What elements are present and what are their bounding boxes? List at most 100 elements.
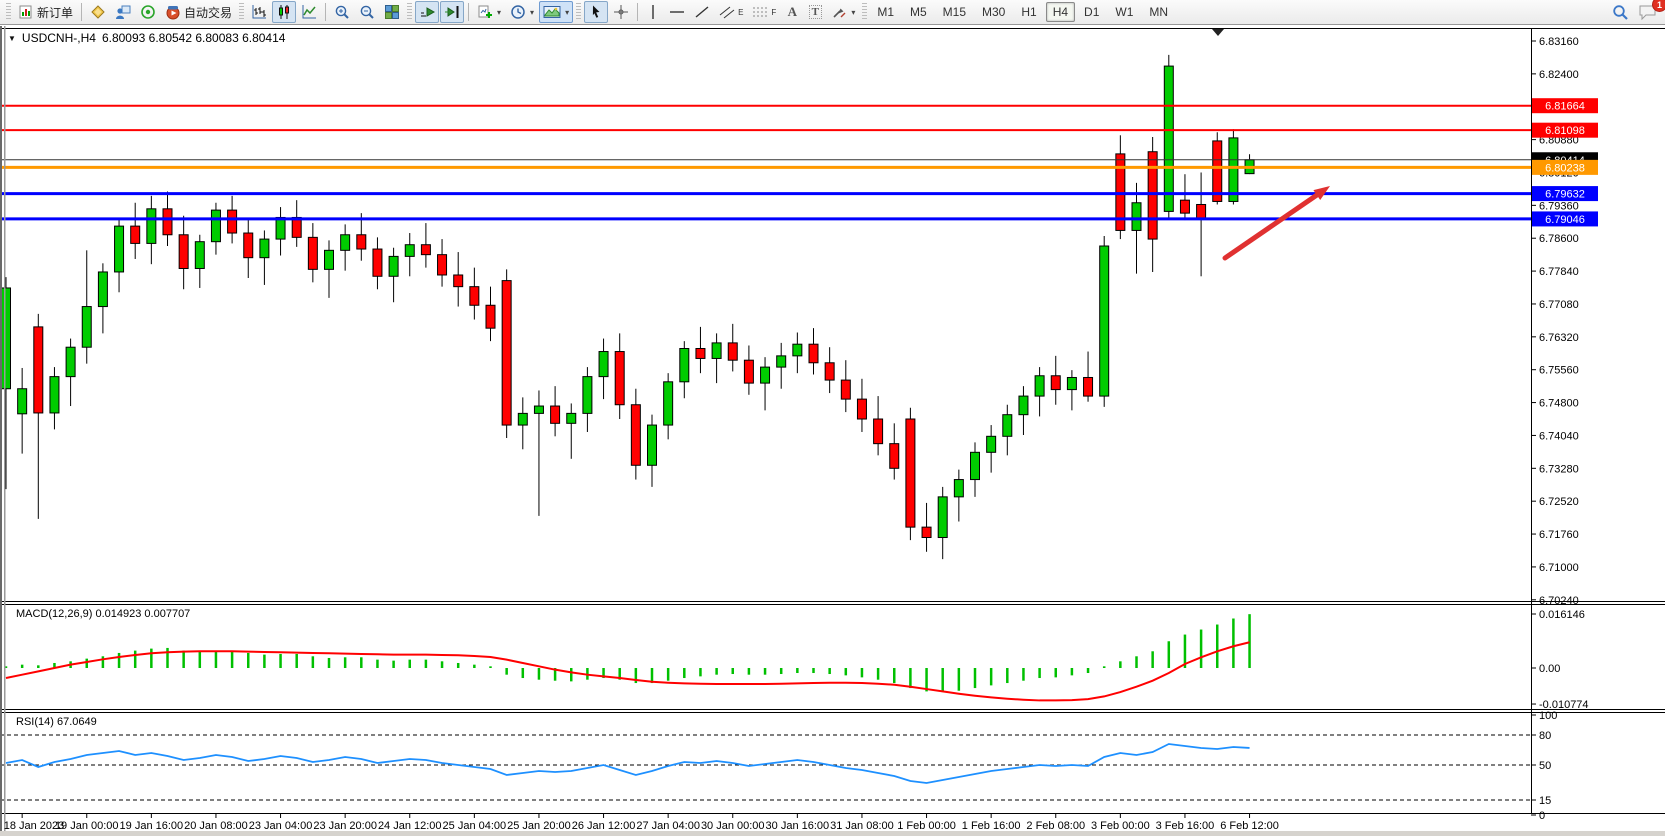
zoom-in-button[interactable]: [330, 1, 354, 23]
line-chart-icon: [302, 5, 317, 19]
gold-bar-icon: [91, 5, 105, 19]
svg-text:6.79360: 6.79360: [1539, 200, 1579, 212]
svg-text:6.74800: 6.74800: [1539, 398, 1579, 410]
new-order-button[interactable]: 新订单: [14, 1, 77, 23]
candlestick-chart-button[interactable]: [272, 1, 297, 23]
svg-text:6.83160: 6.83160: [1539, 36, 1579, 48]
separator: [325, 3, 327, 21]
macd-values: 0.014923 0.007707: [95, 608, 191, 620]
trendline-icon: [695, 6, 709, 18]
fibonacci-tool[interactable]: F: [748, 1, 780, 23]
autotrading-icon: [166, 6, 180, 20]
channel-icon: [719, 6, 735, 18]
channel-sub-label: E: [738, 7, 744, 17]
notification-badge[interactable]: 1: [1652, 0, 1665, 12]
toolbar-grip[interactable]: [239, 3, 245, 21]
strategy-tester-button[interactable]: [111, 1, 135, 23]
svg-text:15: 15: [1539, 795, 1551, 807]
rsi-value: 67.0649: [56, 716, 97, 728]
svg-text:19 Jan 00:00: 19 Jan 00:00: [55, 820, 119, 832]
svg-text:6.76320: 6.76320: [1539, 332, 1579, 344]
chart-title-bar: ▼ USDCNH-,H4 6.80093 6.80542 6.80083 6.8…: [8, 31, 285, 45]
svg-text:6.73280: 6.73280: [1539, 463, 1579, 475]
svg-text:19 Jan 16:00: 19 Jan 16:00: [120, 820, 184, 832]
svg-text:20 Jan 08:00: 20 Jan 08:00: [184, 820, 248, 832]
svg-text:2 Feb 08:00: 2 Feb 08:00: [1026, 820, 1085, 832]
svg-text:25 Jan 20:00: 25 Jan 20:00: [507, 820, 571, 832]
price-badge: [1532, 211, 1598, 227]
text-label-tool[interactable]: T: [804, 1, 826, 23]
timeframe-M30[interactable]: M30: [975, 2, 1012, 22]
svg-text:23 Jan 04:00: 23 Jan 04:00: [249, 820, 313, 832]
auto-scroll-button[interactable]: [415, 1, 440, 23]
timeframe-MN[interactable]: MN: [1142, 2, 1175, 22]
svg-text:0.016146: 0.016146: [1539, 609, 1585, 621]
search-button[interactable]: [1608, 1, 1633, 23]
notifications-container: 1: [1634, 0, 1665, 23]
zoom-out-icon: [360, 5, 374, 19]
main-toolbar: 新订单 自动交易: [0, 0, 1665, 25]
timeframe-M1[interactable]: M1: [870, 2, 901, 22]
equidistant-channel-tool[interactable]: E: [715, 1, 747, 23]
toolbar-grip[interactable]: [6, 3, 11, 21]
toolbar-grip[interactable]: [407, 3, 413, 21]
svg-text:6.74040: 6.74040: [1539, 430, 1579, 442]
fibonacci-icon: [753, 7, 768, 16]
trendline-tool[interactable]: [690, 1, 714, 23]
line-chart-button[interactable]: [297, 1, 321, 23]
price-badge: [1532, 98, 1598, 114]
arrows-dropdown[interactable]: ▾: [827, 1, 859, 23]
chart-symbol-label: USDCNH-,H4: [21, 31, 96, 45]
autotrading-button[interactable]: 自动交易: [161, 1, 236, 23]
tile-windows-button[interactable]: [380, 1, 404, 23]
clock-icon: [511, 5, 525, 19]
chart-shift-marker[interactable]: [1212, 29, 1224, 36]
template-dropdown[interactable]: ▾: [539, 1, 574, 23]
cursor-icon: [592, 5, 600, 18]
cursor-button[interactable]: [584, 1, 609, 23]
candlestick-chart-icon: [279, 5, 290, 19]
vertical-line-tool[interactable]: [642, 1, 664, 23]
timeframe-group: M1 M5 M15 M30 H1 H4 D1 W1 MN: [870, 2, 1175, 22]
svg-text:6.77080: 6.77080: [1539, 299, 1579, 311]
crosshair-button[interactable]: [609, 1, 633, 23]
svg-text:6.72520: 6.72520: [1539, 496, 1579, 508]
separator: [637, 3, 639, 21]
timeframe-H1[interactable]: H1: [1014, 2, 1043, 22]
signals-button[interactable]: [136, 1, 160, 23]
zoom-out-button[interactable]: [355, 1, 379, 23]
new-order-icon: [19, 5, 32, 19]
panel-borders: [0, 26, 1665, 836]
horizontal-level-lines[interactable]: [0, 104, 1531, 221]
timeframe-D1[interactable]: D1: [1077, 2, 1106, 22]
svg-text:80: 80: [1539, 730, 1551, 742]
history-center-button[interactable]: [86, 1, 110, 23]
chart-menu-icon[interactable]: ▼: [8, 33, 16, 43]
price-badge: [1532, 186, 1598, 202]
horizontal-line-tool[interactable]: [665, 1, 689, 23]
macd-panel: [4, 614, 1251, 702]
signals-icon: [141, 5, 155, 19]
chart-shift-button[interactable]: [440, 1, 465, 23]
timeframe-M5[interactable]: M5: [903, 2, 934, 22]
macd-indicator-label: MACD(12,26,9) 0.014923 0.007707: [16, 608, 190, 620]
period-dropdown[interactable]: ▾: [506, 1, 538, 23]
timeframe-M15[interactable]: M15: [936, 2, 973, 22]
macd-name: MACD(12,26,9): [16, 608, 93, 620]
svg-text:6.77840: 6.77840: [1539, 266, 1579, 278]
new-chart-dropdown[interactable]: ▾: [473, 1, 505, 23]
toolbar-grip[interactable]: [576, 3, 582, 21]
svg-text:6 Feb 12:00: 6 Feb 12:00: [1220, 820, 1279, 832]
tile-windows-icon: [385, 5, 400, 19]
toolbar-grip[interactable]: [862, 3, 868, 21]
timeframe-H4[interactable]: H4: [1045, 2, 1076, 22]
trend-arrow[interactable]: [1222, 186, 1330, 261]
rsi-name: RSI(14): [16, 716, 54, 728]
svg-text:3 Feb 00:00: 3 Feb 00:00: [1091, 820, 1150, 832]
timeframe-W1[interactable]: W1: [1108, 2, 1140, 22]
bar-chart-button[interactable]: [247, 1, 271, 23]
price-axis[interactable]: 6.831606.824006.808806.801206.793606.786…: [1531, 36, 1598, 822]
text-tool[interactable]: A: [781, 1, 803, 23]
